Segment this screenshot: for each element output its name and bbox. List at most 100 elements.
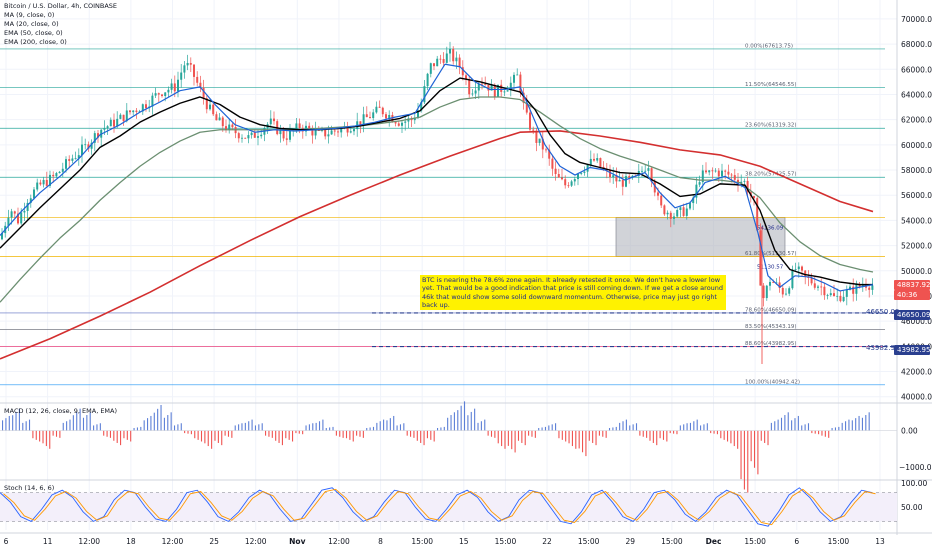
candle-body [845,289,848,297]
macd-bar [673,430,675,434]
macd-bar [126,430,128,440]
candle-body [471,93,474,95]
macd-bar [730,430,732,444]
symbol-title[interactable]: Bitcoin / U.S. Dollar, 4h, COINBASE [4,2,118,10]
candle-body [103,127,106,130]
candle-body [215,114,218,121]
macd-bar [517,430,520,441]
macd-bar [173,425,176,431]
macd-bar [440,427,442,431]
candle-body [154,93,157,96]
candle-body [609,170,611,178]
macd-bar [339,430,341,437]
candle-body [119,114,122,119]
candle-body [439,58,442,60]
macd-bar [747,430,749,500]
macd-bar [548,425,550,431]
macd-bar [767,430,769,446]
candle-body [129,110,131,113]
macd-bar [22,422,24,431]
candle-body [529,112,531,130]
macd-bar [828,430,830,438]
macd-bar [676,430,678,435]
macd-bar [845,421,847,431]
price-axis-tick: 42000.00 [901,368,932,377]
macd-bar [251,419,253,431]
macd-bar [376,422,378,431]
candle-body [583,171,586,173]
macd-bar [383,419,385,431]
macd-bar [234,425,236,431]
macd-bar [710,430,712,434]
candle-body [305,125,307,132]
macd-bar [130,430,132,442]
macd-bar [669,430,671,434]
candle-body [849,286,851,290]
candle-body [218,117,221,121]
macd-bar [362,430,364,438]
candle-body [519,74,522,93]
candle-body [45,179,48,186]
candle-body [122,114,125,122]
indicator-ma9[interactable]: MA (9, close, 0) [4,11,55,19]
indicator-ema200[interactable]: EMA (200, close, 0) [4,38,67,46]
candle-body [589,158,592,165]
macd-bar [39,430,41,442]
zone-label: 51130.57 [757,265,784,271]
candle-body [625,176,627,187]
current-price-tag: 48837.92 [894,280,930,290]
macd-bar [544,426,547,431]
candle-body [461,67,464,76]
candle-body [500,84,503,92]
candle-body [170,83,173,90]
candle-body [788,288,791,294]
time-axis-tick: 15:00 [578,537,600,546]
macd-bar [325,427,327,431]
candle-body [817,286,819,288]
macd-bar [463,401,466,431]
candle-body [567,185,570,187]
candle-body [561,177,563,180]
macd-bar [265,430,267,436]
candle-body [836,295,839,297]
candle-body [781,287,784,295]
indicator-ema50[interactable]: EMA (50, close, 0) [4,29,63,37]
candle-body [618,180,621,182]
macd-bar [521,430,523,443]
macd-bar [15,411,17,431]
macd-bar [467,415,469,431]
stoch-label[interactable]: Stoch (14, 6, 6) [4,484,55,492]
macd-bar [834,427,837,431]
macd-bar [497,430,499,444]
macd-bar [588,430,590,441]
time-axis-tick: 15:00 [411,537,433,546]
macd-bar [487,430,489,436]
macd-bar [642,430,644,437]
candle-body [58,171,61,174]
macd-bar [32,430,34,439]
macd-bar [619,422,621,431]
time-axis-tick: 8 [378,537,383,546]
macd-bar [136,427,138,431]
ema50-line [0,96,874,303]
macd-bar [727,430,729,442]
macd-bar [612,427,614,431]
time-axis-tick: 6 [4,537,9,546]
candle-body [247,135,250,139]
indicator-ma20[interactable]: MA (20, close, 0) [4,20,59,28]
candle-body [84,144,87,146]
candle-body [423,86,426,103]
macd-label[interactable]: MACD (12, 26, close, 9, EMA, EMA) [4,407,118,415]
candle-body [417,110,419,119]
macd-bar [703,424,705,431]
level-label-43982: 43982.95 [866,344,900,352]
macd-bar [197,430,199,440]
macd-bar [352,430,354,442]
macd-bar [592,430,594,443]
macd-bar [349,430,351,440]
macd-bar [221,430,223,446]
candle-body [298,123,301,129]
candle-body [77,155,80,159]
time-axis-tick: 12:00 [162,537,184,546]
